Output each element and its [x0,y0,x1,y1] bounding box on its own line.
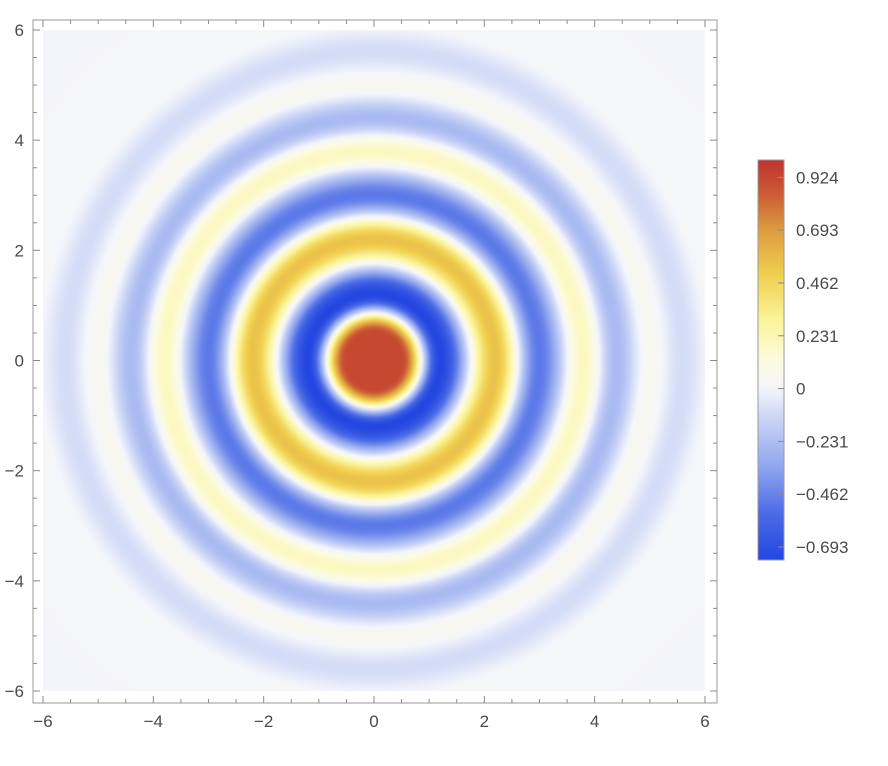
x-tick-label: −6 [33,712,52,731]
plot-frame [32,19,718,704]
y-tick-label: 2 [15,241,24,260]
y-tick-label: 0 [15,352,24,371]
y-axis: −6 −4 −2 0 2 4 6 [5,21,717,701]
density-surface [43,30,705,691]
x-tick-label: −4 [144,712,163,731]
colorbar-tick-label: 0 [796,380,805,399]
frame-border [32,19,718,704]
colorbar-tick-label: 0.462 [796,274,839,293]
plot-area [43,30,705,691]
x-tick-label: 2 [480,712,489,731]
x-tick-label: 6 [700,712,709,731]
x-tick-label: 4 [590,712,599,731]
colorbar-tick-label: 0.693 [796,221,839,240]
colorbar: 0.924 0.693 0.462 0.231 0 −0.231 −0.462 −0.693 [757,159,848,561]
y-tick-label: −4 [5,572,24,591]
y-tick-label: 6 [15,21,24,40]
x-tick-label: −2 [254,712,273,731]
colorbar-tick-label: −0.693 [796,538,848,557]
colorbar-tick-label: 0.231 [796,327,839,346]
colorbar-tick-label: −0.231 [796,432,848,451]
y-tick-label: −2 [5,462,24,481]
y-tick-label: −6 [5,682,24,701]
colorbar-tick-label: 0.924 [796,168,839,187]
colorbar-gradient [757,159,785,561]
x-axis: −6 −4 −2 0 2 4 6 [33,20,710,731]
x-tick-label: 0 [369,712,378,731]
y-tick-label: 4 [15,131,24,150]
colorbar-tick-label: −0.462 [796,485,848,504]
